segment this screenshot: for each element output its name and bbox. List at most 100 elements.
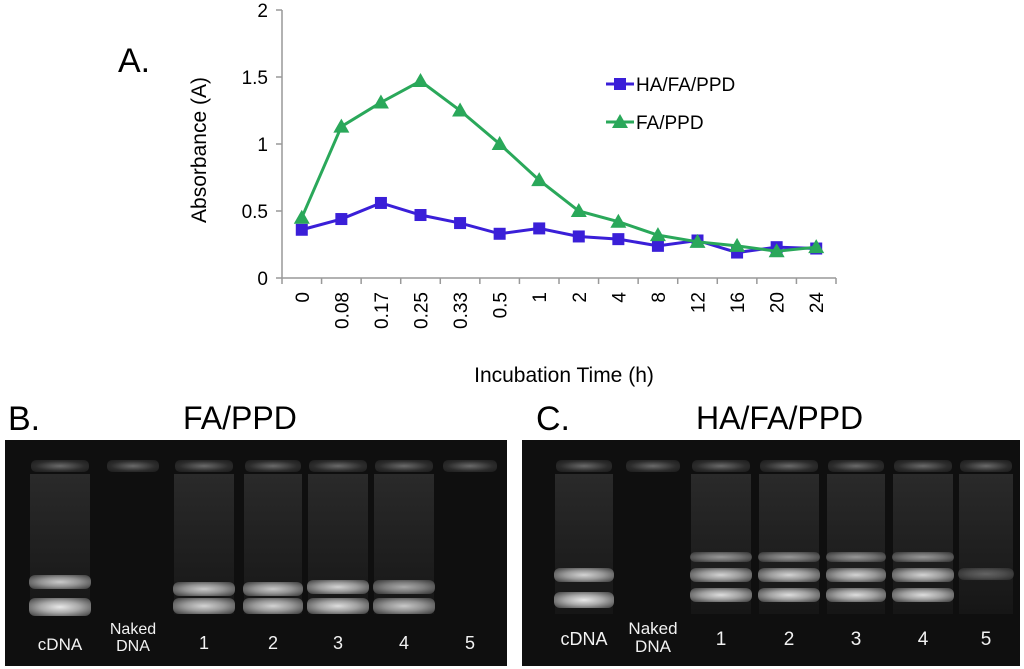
- gel-band: [243, 582, 303, 596]
- data-point-square: [612, 233, 625, 246]
- gel-lane-label: 2: [783, 629, 795, 650]
- data-point-triangle: [531, 172, 548, 187]
- gel-band: [826, 588, 886, 602]
- gel-lane: 4: [890, 440, 956, 666]
- data-point-triangle: [372, 94, 389, 109]
- x-tick-label: 0: [293, 292, 314, 303]
- gel-b-title: FA/PPD: [183, 400, 297, 436]
- data-point-triangle: [452, 102, 469, 117]
- gel-band: [892, 568, 954, 582]
- gel-lane: 5: [439, 440, 501, 666]
- gel-lane-label: 4: [917, 629, 929, 650]
- data-point-square: [533, 222, 546, 235]
- gel-lane-label: Naked DNA: [109, 621, 157, 655]
- gel-image-fa-ppd: cDNA Naked DNA 1 2 3 4 5: [5, 440, 507, 666]
- gel-smear: [555, 474, 613, 614]
- gel-well: [107, 460, 159, 472]
- gel-lane: Naked DNA: [622, 440, 684, 666]
- gel-well: [443, 460, 497, 472]
- gel-band: [554, 568, 614, 582]
- gel-band: [243, 598, 303, 614]
- gel-band: [173, 582, 235, 596]
- gel-band: [892, 588, 954, 602]
- data-point-square: [414, 209, 427, 222]
- data-point-triangle: [768, 243, 785, 258]
- x-tick-label: 2: [570, 292, 591, 303]
- gel-well: [828, 460, 884, 472]
- data-point-triangle: [293, 209, 310, 224]
- gel-band: [826, 552, 886, 562]
- gel-lane-label: 1: [715, 629, 727, 650]
- gel-band: [758, 568, 820, 582]
- data-point-triangle: [689, 233, 706, 248]
- gel-band: [29, 598, 91, 616]
- y-tick-label: 1.5: [242, 68, 268, 89]
- gel-well: [960, 460, 1012, 472]
- gel-lane-label: 2: [267, 633, 278, 653]
- gel-lane: 4: [371, 440, 437, 666]
- data-point-triangle: [570, 203, 587, 217]
- gel-lane-label: 5: [980, 629, 992, 650]
- gel-lane: cDNA: [27, 440, 93, 666]
- gel-band: [690, 588, 752, 602]
- legend-entry-label: HA/FA/PPD: [636, 75, 735, 96]
- gel-well: [692, 460, 750, 472]
- gel-lane-label: 4: [398, 633, 409, 653]
- x-tick-label: 1: [530, 292, 551, 303]
- gel-well: [626, 460, 680, 472]
- gel-well: [760, 460, 818, 472]
- gel-lane-label: 1: [198, 633, 209, 653]
- gel-band: [892, 552, 954, 562]
- data-point-square: [572, 230, 585, 243]
- gel-lane-label: cDNA: [560, 629, 608, 649]
- gel-band: [826, 568, 886, 582]
- data-point-triangle: [610, 213, 627, 228]
- gel-lane: 2: [241, 440, 305, 666]
- gel-image-ha-fa-ppd: cDNA Naked DNA 1 2 3 4 5: [522, 440, 1020, 666]
- data-point-square: [374, 196, 387, 209]
- gel-band: [758, 552, 820, 562]
- x-tick-label: 16: [728, 292, 749, 313]
- data-point-triangle: [729, 237, 746, 252]
- gel-band: [307, 598, 369, 614]
- data-point-triangle: [412, 73, 429, 88]
- data-point-triangle: [333, 118, 350, 133]
- data-point-square: [454, 217, 467, 230]
- gel-band: [758, 588, 820, 602]
- gel-lane-label: 3: [332, 633, 343, 653]
- gel-band: [373, 598, 435, 614]
- gel-c-title: HA/FA/PPD: [696, 400, 864, 436]
- gel-lane-label: 3: [850, 629, 862, 650]
- gel-band: [690, 552, 752, 562]
- legend-marker-square: [614, 78, 626, 90]
- gel-band: [29, 575, 91, 589]
- data-point-square: [731, 246, 744, 259]
- gel-lane: 5: [956, 440, 1016, 666]
- gel-well: [309, 460, 367, 472]
- gel-lane-label: cDNA: [37, 635, 83, 654]
- x-tick-label: 0.08: [332, 292, 353, 329]
- data-point-square: [335, 213, 348, 226]
- panel-c-label: C.: [536, 400, 570, 438]
- gel-well: [175, 460, 233, 472]
- gel-band: [373, 580, 435, 594]
- x-tick-label: 0.25: [412, 292, 433, 329]
- y-tick-label: 2: [257, 1, 268, 22]
- gel-lane: cDNA: [552, 440, 616, 666]
- chart-series: [293, 73, 825, 259]
- x-tick-label: 12: [689, 292, 710, 313]
- data-point-triangle: [808, 239, 825, 254]
- gel-lane-label: 5: [464, 633, 475, 653]
- gel-band: [690, 568, 752, 582]
- gel-lane: 1: [171, 440, 237, 666]
- panel-b-label: B.: [8, 400, 41, 438]
- gel-lane: 2: [756, 440, 822, 666]
- legend-entry-label: FA/PPD: [636, 113, 704, 134]
- gel-band: [173, 598, 235, 614]
- x-tick-label: 4: [609, 292, 630, 303]
- gel-well: [894, 460, 952, 472]
- gel-lane: 1: [688, 440, 754, 666]
- gel-band: [958, 568, 1014, 580]
- x-tick-label: 0.17: [372, 292, 393, 329]
- gel-band: [307, 580, 369, 594]
